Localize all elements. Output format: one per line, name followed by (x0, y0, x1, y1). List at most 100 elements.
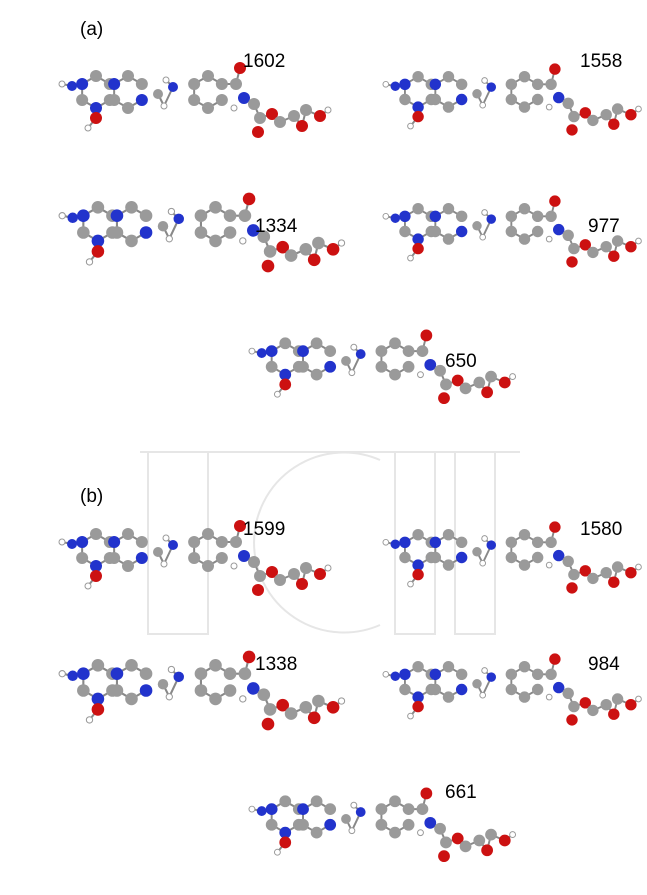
atom (308, 712, 321, 725)
atom (408, 255, 414, 261)
atom (239, 667, 252, 680)
atom (231, 563, 237, 569)
atom (399, 552, 410, 563)
atom (224, 667, 237, 680)
atom (158, 221, 169, 232)
atom (136, 78, 148, 90)
atom (506, 79, 517, 90)
atom (238, 92, 250, 104)
atom (140, 684, 153, 697)
atom (443, 233, 454, 244)
atom (472, 679, 482, 689)
atom (456, 79, 467, 90)
atom (460, 382, 472, 394)
atom (163, 535, 169, 541)
atom (608, 577, 619, 588)
atom (202, 102, 214, 114)
atom (412, 529, 423, 540)
atom (487, 82, 497, 92)
atom (297, 361, 309, 373)
atom (274, 391, 280, 397)
atom (473, 835, 485, 847)
atom (59, 671, 65, 677)
atom (417, 345, 429, 357)
atom (424, 359, 436, 371)
frequency-label: 650 (445, 351, 477, 372)
atom (612, 103, 623, 114)
frequency-label: 984 (588, 654, 620, 675)
molecule (59, 62, 331, 138)
atom (296, 120, 308, 132)
atom (601, 109, 612, 120)
atom (399, 669, 410, 680)
atom (399, 94, 410, 105)
atom (383, 539, 389, 545)
atom (472, 89, 482, 99)
atom (195, 226, 208, 239)
atom (257, 348, 267, 358)
atom (195, 684, 208, 697)
atom (545, 211, 556, 222)
molecule (59, 520, 331, 596)
frequency-label: 1580 (580, 519, 622, 540)
molecule (59, 651, 345, 731)
atom (153, 547, 163, 557)
atom (440, 837, 452, 849)
atom (456, 211, 467, 222)
frequency-label: 1599 (243, 519, 285, 540)
atom (430, 552, 441, 563)
atom (188, 536, 200, 548)
atom (264, 703, 277, 716)
atom (67, 671, 78, 682)
atom (231, 105, 237, 111)
atom (506, 94, 517, 105)
panel-label: (a) (80, 19, 103, 40)
atom (324, 819, 336, 831)
atom (240, 238, 246, 244)
atom (140, 226, 153, 239)
atom (108, 94, 120, 106)
molecules (59, 62, 641, 862)
atom (262, 260, 275, 273)
atom (240, 696, 246, 702)
atom (563, 98, 574, 109)
atom (601, 567, 612, 578)
atom (238, 550, 250, 562)
atom (216, 536, 228, 548)
atom (90, 528, 102, 540)
atom (412, 243, 423, 254)
atom (140, 209, 153, 222)
atom (168, 540, 178, 550)
atom (247, 682, 260, 695)
atom (174, 672, 185, 683)
atom (412, 569, 423, 580)
atom (472, 547, 482, 557)
atom (482, 210, 488, 216)
atom (563, 556, 574, 567)
atom (216, 552, 228, 564)
atom (399, 226, 410, 237)
atom (248, 98, 260, 110)
atom (391, 81, 401, 91)
atom (279, 337, 291, 349)
atom (506, 226, 517, 237)
atom (76, 94, 88, 106)
atom (327, 243, 340, 256)
atom (311, 337, 323, 349)
atom (443, 101, 454, 112)
atom (636, 564, 642, 570)
atom (553, 224, 564, 235)
atom (612, 561, 623, 572)
atom (349, 828, 355, 834)
atom (412, 111, 423, 122)
atom (90, 112, 102, 124)
atom (420, 330, 432, 342)
atom (274, 574, 286, 586)
atom (519, 691, 530, 702)
atom (383, 213, 389, 219)
atom (408, 581, 414, 587)
atom (311, 827, 323, 839)
atom (438, 392, 450, 404)
atom (252, 126, 264, 138)
atom (86, 717, 92, 723)
